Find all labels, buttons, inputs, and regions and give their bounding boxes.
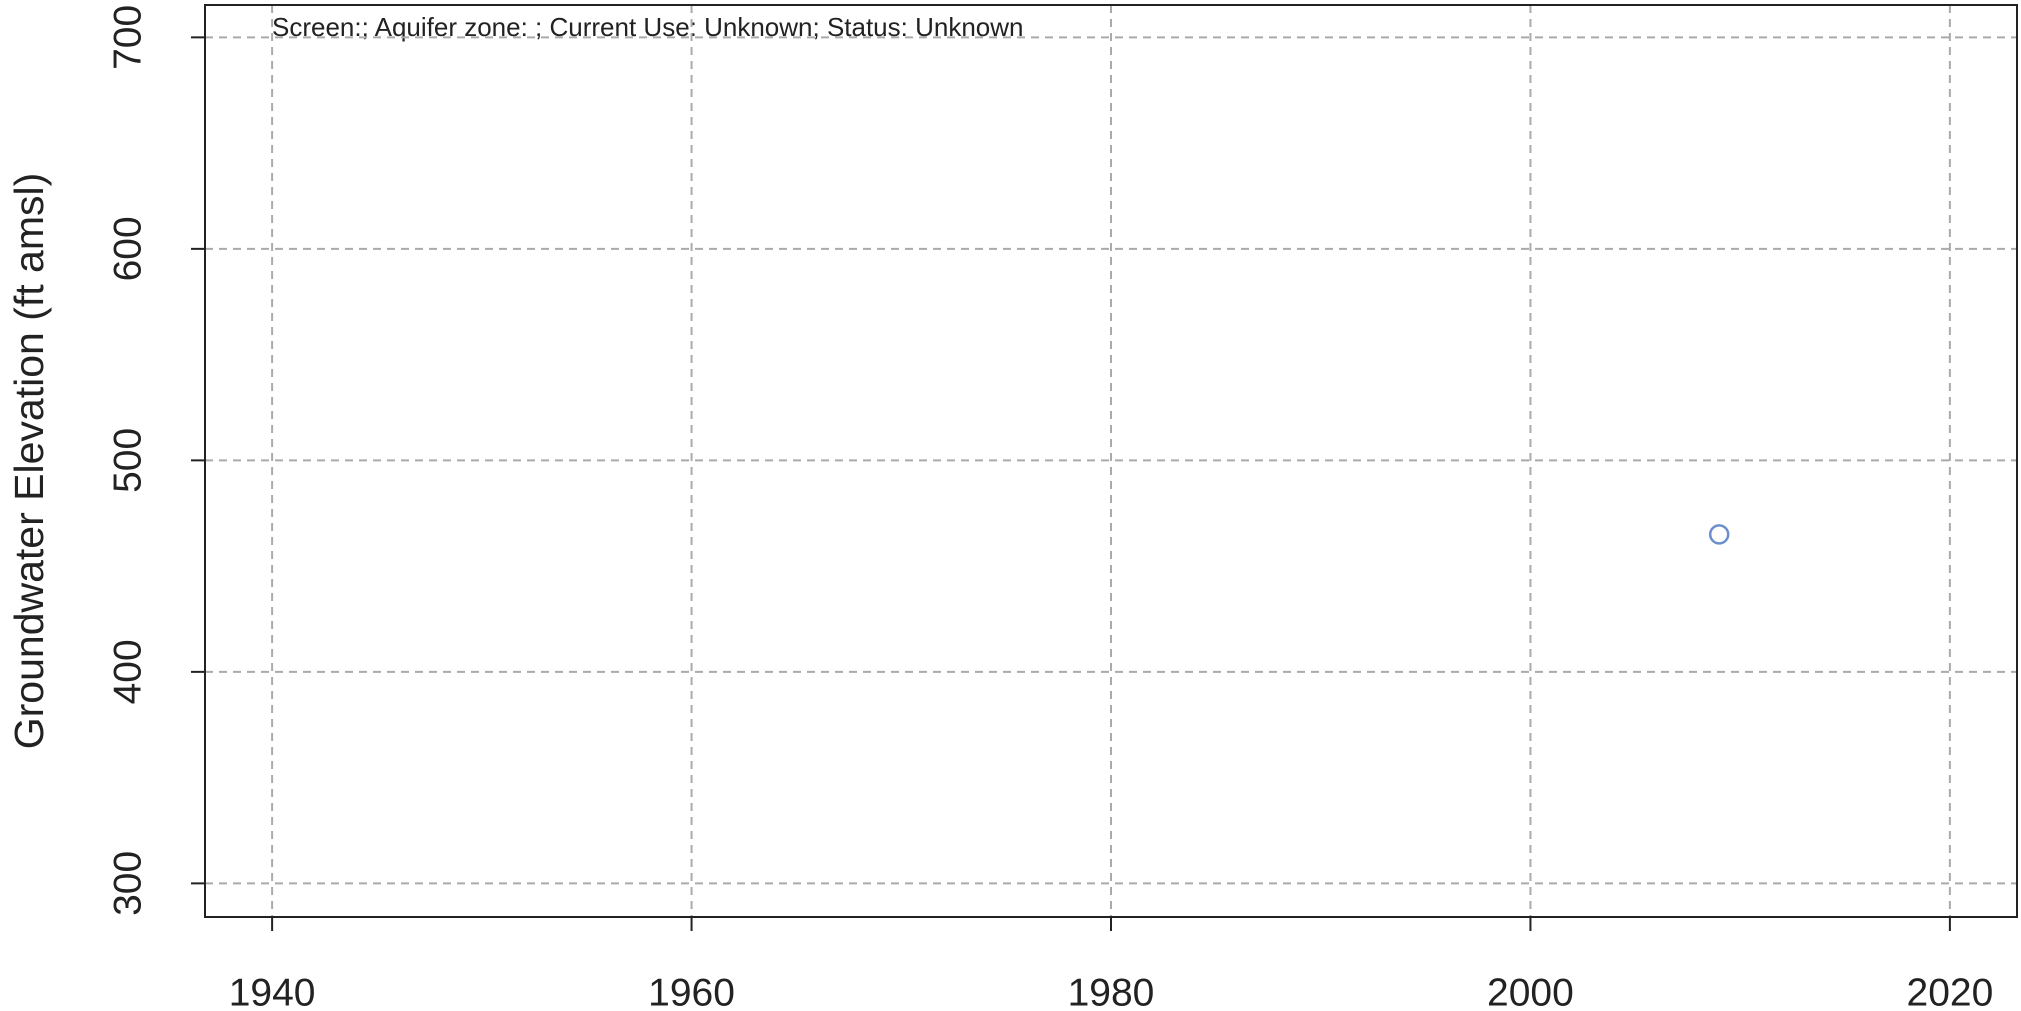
x-tick-label: 1980 [1068,971,1155,1011]
y-tick-label: 500 [106,428,149,493]
y-axis-title: Groundwater Elevation (ft amsl) [6,173,52,750]
y-tick-label: 400 [106,639,149,704]
point [1708,524,1730,545]
x-tick-label: 2000 [1487,971,1574,1011]
plot-frame [204,4,2018,918]
x-tick-label: 1960 [648,971,735,1011]
y-tick-label: 600 [106,216,149,281]
y-tick-label: 300 [106,851,149,916]
y-tick-label: 700 [106,5,149,70]
x-tick-label: 2020 [1907,971,1994,1011]
x-tick-label: 1940 [229,971,316,1011]
